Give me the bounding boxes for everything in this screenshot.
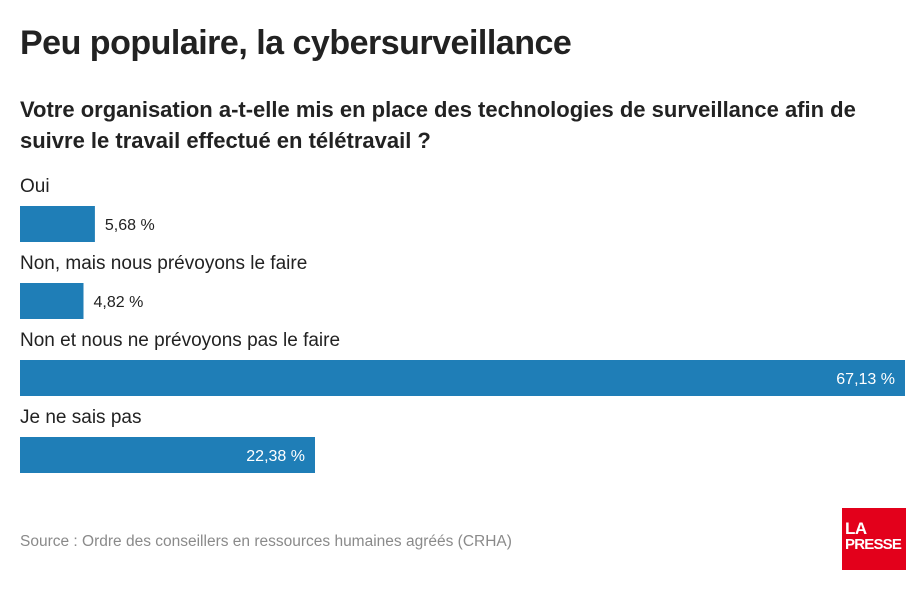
value-label: 4,82 % [94, 294, 144, 311]
logo-line-1: LA [845, 519, 867, 538]
category-label: Non et nous ne prévoyons pas le faire [20, 330, 340, 351]
source-note: Source : Ordre des conseillers en ressou… [20, 533, 512, 550]
chart-subtitle: Votre organisation a-t-elle mis en place… [20, 97, 856, 153]
bar [20, 206, 95, 242]
bar [20, 360, 905, 396]
bar [20, 283, 84, 319]
value-label: 67,13 % [836, 371, 895, 388]
category-label: Non, mais nous prévoyons le faire [20, 253, 307, 274]
chart-title: Peu populaire, la cybersurveillance [20, 24, 572, 62]
logo-line-2: PRESSE [845, 536, 902, 553]
value-label: 5,68 % [105, 217, 155, 234]
value-label: 22,38 % [246, 448, 305, 465]
category-label: Oui [20, 176, 50, 197]
bar [20, 437, 315, 473]
category-label: Je ne sais pas [20, 407, 141, 428]
la-presse-logo: LA PRESSE [842, 508, 906, 570]
